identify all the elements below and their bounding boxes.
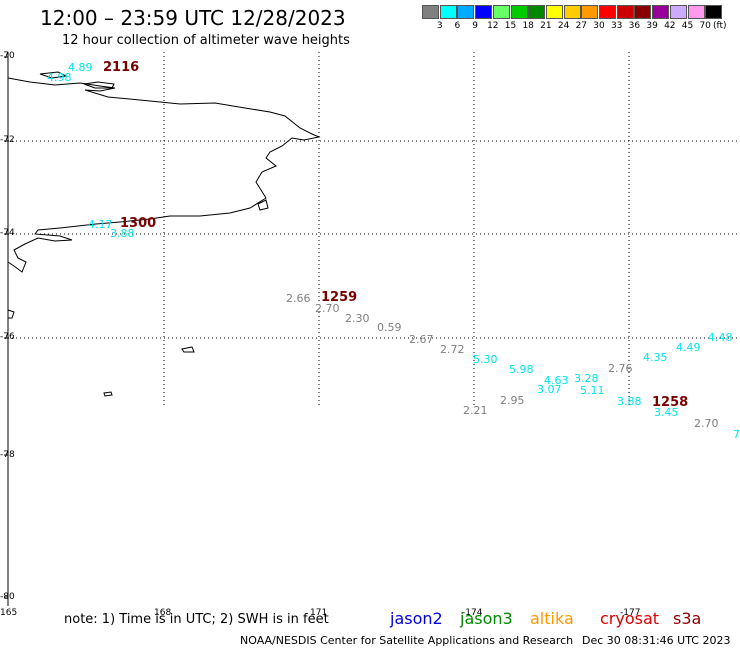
legend-swatch [475, 5, 493, 19]
legend-swatch [705, 5, 723, 19]
legend-swatch [652, 5, 670, 19]
legend-swatch [422, 5, 439, 19]
satellite-jason2: jason2 [390, 609, 443, 628]
legend-label: 21 [540, 21, 552, 31]
map-subtitle: 12 hour collection of altimeter wave hei… [62, 33, 350, 48]
legend-label: 27 [575, 21, 588, 31]
wave-height-label: 2.67 [409, 333, 434, 346]
wave-height-label: 3.28 [574, 372, 599, 385]
legend-swatch [634, 5, 652, 19]
lon-label: -177 [620, 608, 641, 618]
wave-height-label: 3.88 [617, 395, 642, 408]
wave-height-label: 4.35 [643, 351, 668, 364]
wave-height-label: 4.98 [47, 71, 72, 84]
legend-label: 33 [610, 21, 623, 31]
legend-label: 18 [522, 21, 534, 31]
wave-height-label: 0.59 [377, 321, 402, 334]
wave-height-label: 4.63 [544, 374, 569, 387]
time-label: 1300 [120, 216, 157, 231]
wave-height-label: 2.66 [286, 292, 311, 305]
wave-height-label: 2.70 [694, 417, 719, 430]
wave-height-label: 3.07 [537, 383, 562, 396]
credit-text: NOAA/NESDIS Center for Satellite Applica… [240, 634, 574, 647]
wave-height-label: 3.88 [110, 227, 135, 240]
wave-height-label: 4.49 [676, 341, 701, 354]
lat-label: -76 [0, 332, 15, 342]
legend-label: 9 [472, 21, 478, 31]
legend-swatch [669, 5, 687, 19]
legend-label: 6 [454, 21, 461, 31]
legend-swatch [492, 5, 510, 19]
satellite-s3a: s3a [673, 609, 702, 628]
legend-label: 12 [487, 21, 499, 31]
legend-label: 42 [664, 21, 676, 31]
legend-label: 36 [628, 21, 641, 31]
lat-label: -74 [0, 228, 15, 238]
note-text: note: 1) Time is in UTC; 2) SWH is in fe… [64, 612, 329, 627]
legend-label: 70 [699, 21, 711, 31]
wave-height-label: 7 [733, 428, 740, 441]
time-label: 1259 [321, 290, 358, 305]
satellite-cryosat: cryosat [600, 609, 660, 628]
legend-swatch [545, 5, 563, 19]
legend-swatch [510, 5, 528, 19]
legend-label: 3 [436, 21, 443, 31]
legend-swatch [599, 5, 616, 19]
wave-height-label: 2.70 [315, 302, 340, 315]
wave-height-label: 5.30 [473, 353, 498, 366]
graticule [8, 52, 740, 405]
wave-height-label: 4.48 [708, 331, 733, 344]
wave-height-label: 4.17 [88, 218, 113, 231]
legend-swatch [687, 5, 705, 19]
legend-label: 39 [646, 21, 658, 31]
lon-label: -174 [462, 608, 483, 618]
wave-height-label: 2.76 [608, 362, 633, 375]
wave-height-label: 5.11 [580, 384, 605, 397]
lon-label: 165 [0, 608, 18, 618]
legend-swatch [581, 5, 599, 19]
map-title: 12:00 – 23:59 UTC 12/28/2023 [40, 6, 346, 30]
wave-height-label: 2.72 [440, 343, 465, 356]
wave-height-label: 3.45 [654, 406, 679, 419]
wave-height-label: 2.30 [345, 312, 370, 325]
legend-swatch [616, 5, 634, 19]
wave-height-label: 2.21 [463, 404, 488, 417]
lat-label: -78 [0, 450, 15, 460]
wave-height-label: 5.98 [509, 363, 534, 376]
wave-height-label: 2.95 [500, 394, 525, 407]
legend-label: 30 [593, 21, 605, 31]
legend-label: 15 [504, 21, 517, 31]
coastline [7, 71, 321, 397]
time-label: 2116 [103, 60, 140, 75]
lat-label: -72 [0, 135, 15, 145]
lon-label: 168 [154, 608, 172, 618]
legend-swatch [528, 5, 546, 19]
satellite-jason3: jason3 [460, 609, 513, 628]
lat-label: -80 [0, 592, 15, 602]
legend-swatch [439, 5, 457, 19]
lon-label: 171 [310, 608, 328, 618]
legend-swatch [563, 5, 581, 19]
wave-height-label: 4.89 [68, 61, 93, 74]
lat-label: -70 [0, 51, 15, 61]
time-label: 1258 [652, 395, 689, 410]
legend-unit: (ft) [713, 21, 727, 31]
legend-swatch [457, 5, 475, 19]
satellite-altika: altika [530, 609, 574, 628]
legend-label: 45 [681, 21, 694, 31]
lat-ticks [4, 56, 8, 598]
timestamp-text: Dec 30 08:31:46 UTC 2023 [582, 634, 731, 647]
legend-label: 24 [557, 21, 570, 31]
